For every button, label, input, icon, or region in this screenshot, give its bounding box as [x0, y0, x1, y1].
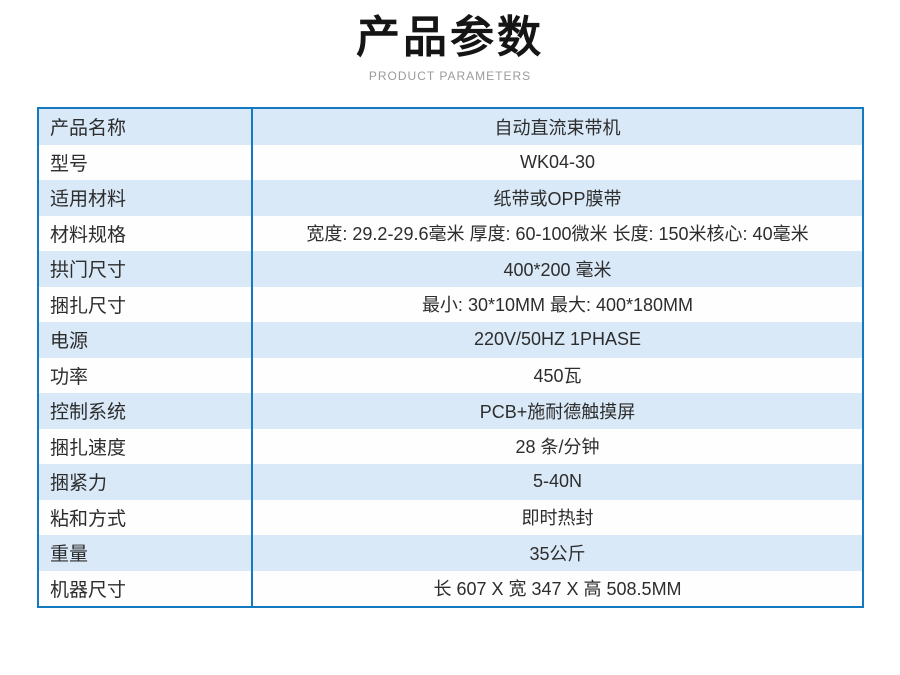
param-row: 型号 WK04-30 — [39, 144, 862, 180]
param-row: 适用材料 纸带或OPP膜带 — [39, 180, 862, 216]
param-value: 450瓦 — [533, 366, 582, 387]
param-value: 宽度: 29.2-29.6毫米 厚度: 60-100微米 长度: 150米核心:… — [306, 224, 809, 245]
param-value: 最小: 30*10MM 最大: 400*180MM — [421, 295, 694, 316]
param-row: 材料规格 宽度: 29.2-29.6毫米 厚度: 60-100微米 长度: 15… — [39, 215, 862, 251]
param-value: 纸带或OPP膜带 — [493, 188, 622, 209]
param-label: 产品名称 — [39, 109, 253, 145]
param-value: 400*200 毫米 — [503, 259, 612, 280]
param-label: 型号 — [39, 144, 253, 180]
param-row: 捆扎尺寸 最小: 30*10MM 最大: 400*180MM — [39, 286, 862, 322]
param-label: 捆扎尺寸 — [39, 286, 253, 322]
param-row: 电源 220V/50HZ 1PHASE — [39, 322, 862, 358]
param-value: 长 607 X 宽 347 X 高 508.5MM — [433, 579, 682, 600]
param-label: 机器尺寸 — [39, 570, 253, 606]
header: 产品参数 PRODUCT PARAMETERS — [0, 13, 900, 84]
param-row: 捆紧力 5-40N — [39, 464, 862, 500]
param-label: 粘和方式 — [39, 499, 253, 535]
param-label: 材料规格 — [39, 215, 253, 251]
param-label: 捆紧力 — [39, 464, 253, 500]
param-value: 5-40N — [532, 471, 583, 492]
param-label: 重量 — [39, 535, 253, 571]
param-row: 拱门尺寸 400*200 毫米 — [39, 251, 862, 287]
param-value: 220V/50HZ 1PHASE — [473, 329, 642, 350]
param-label: 拱门尺寸 — [39, 251, 253, 287]
param-label: 电源 — [39, 322, 253, 358]
product-parameters-table: 产品名称 自动直流束带机 型号 WK04-30 适用材料 纸带或OPP膜带 材料… — [37, 107, 864, 608]
page-subtitle: PRODUCT PARAMETERS — [368, 69, 532, 84]
param-value: WK04-30 — [519, 151, 596, 172]
param-value: 自动直流束带机 — [494, 117, 621, 138]
param-value: 即时热封 — [521, 508, 594, 529]
param-label: 功率 — [39, 357, 253, 393]
param-row: 控制系统 PCB+施耐德触摸屏 — [39, 393, 862, 429]
param-row: 粘和方式 即时热封 — [39, 499, 862, 535]
param-row: 产品名称 自动直流束带机 — [39, 109, 862, 145]
param-value: PCB+施耐德触摸屏 — [479, 401, 636, 422]
param-row: 机器尺寸 长 607 X 宽 347 X 高 508.5MM — [39, 570, 862, 606]
param-row: 重量 35公斤 — [39, 535, 862, 571]
param-value: 28 条/分钟 — [515, 437, 600, 458]
param-label: 捆扎速度 — [39, 428, 253, 464]
param-label: 适用材料 — [39, 180, 253, 216]
page-title: 产品参数 — [356, 13, 544, 62]
param-value: 35公斤 — [529, 543, 586, 564]
param-label: 控制系统 — [39, 393, 253, 429]
param-row: 捆扎速度 28 条/分钟 — [39, 428, 862, 464]
param-row: 功率 450瓦 — [39, 357, 862, 393]
